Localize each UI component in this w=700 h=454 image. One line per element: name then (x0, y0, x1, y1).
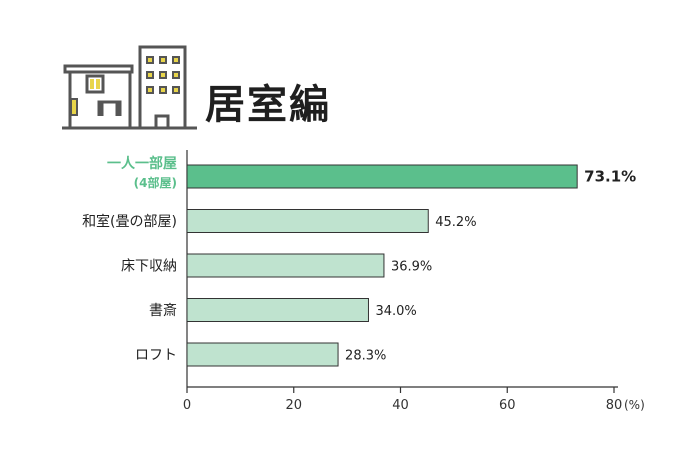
x-tick-label: 40 (392, 398, 409, 413)
category-label: 和室(畳の部屋) (82, 213, 177, 230)
x-tick-label: 20 (285, 398, 302, 413)
category-label: ロフト (135, 348, 177, 364)
house-and-apartment-icon (62, 45, 197, 130)
bar (186, 209, 429, 233)
bar (186, 342, 339, 367)
bar (186, 164, 578, 189)
x-tick-label: 60 (499, 398, 516, 413)
category-sublabel: (4部屋) (134, 175, 177, 190)
category-label: 書斎 (149, 302, 177, 319)
category-label: 一人一部屋 (107, 155, 177, 172)
bar (186, 298, 369, 322)
bar-value-label: 34.0% (375, 304, 416, 319)
x-unit-label: (%) (624, 398, 645, 412)
header (62, 44, 362, 134)
bar-value-label: 36.9% (391, 260, 432, 275)
bar-value-label: 28.3% (345, 349, 386, 364)
category-label: 床下収納 (121, 259, 177, 275)
page-title: 居室編 (205, 82, 331, 128)
x-tick-label: 80 (606, 398, 623, 413)
x-tick-label: 0 (183, 398, 191, 413)
bar-value-label: 73.1% (584, 168, 636, 186)
bar (186, 253, 385, 278)
bar-value-label: 45.2% (435, 215, 476, 230)
